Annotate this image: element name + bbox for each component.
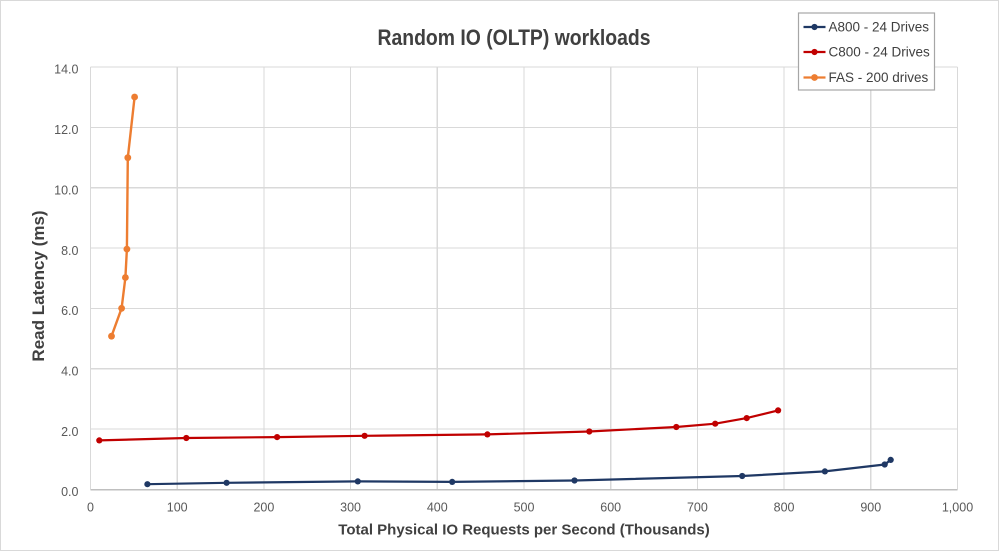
svg-text:500: 500 — [514, 501, 535, 515]
svg-text:1,000: 1,000 — [942, 501, 973, 515]
svg-text:Read Latency (ms): Read Latency (ms) — [29, 210, 48, 361]
svg-text:6.0: 6.0 — [61, 304, 78, 318]
svg-text:2.0: 2.0 — [61, 425, 78, 439]
svg-text:8.0: 8.0 — [61, 244, 78, 258]
svg-text:4.0: 4.0 — [61, 365, 78, 379]
svg-text:10.0: 10.0 — [54, 183, 78, 197]
svg-text:Random IO (OLTP) workloads: Random IO (OLTP) workloads — [378, 25, 651, 50]
svg-text:900: 900 — [860, 501, 881, 515]
svg-text:200: 200 — [253, 501, 274, 515]
svg-text:0: 0 — [87, 501, 94, 515]
svg-text:600: 600 — [600, 501, 621, 515]
svg-text:14.0: 14.0 — [54, 63, 78, 77]
svg-text:Total Physical IO Requests per: Total Physical IO Requests per Second (T… — [338, 522, 709, 539]
svg-text:0.0: 0.0 — [61, 485, 78, 499]
svg-text:C800 - 24 Drives: C800 - 24 Drives — [829, 45, 931, 60]
svg-text:700: 700 — [687, 501, 708, 515]
svg-text:800: 800 — [774, 501, 795, 515]
svg-text:400: 400 — [427, 501, 448, 515]
svg-text:12.0: 12.0 — [54, 123, 78, 137]
svg-text:300: 300 — [340, 501, 361, 515]
svg-text:A800 - 24 Drives: A800 - 24 Drives — [829, 20, 930, 35]
svg-text:FAS - 200 drives: FAS - 200 drives — [829, 70, 929, 85]
svg-text:100: 100 — [167, 501, 188, 515]
